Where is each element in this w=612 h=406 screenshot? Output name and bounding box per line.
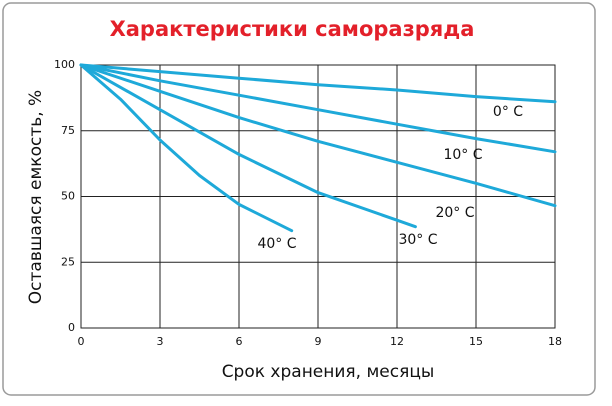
- x-tick-label: 6: [236, 335, 243, 348]
- series-label: 40° C: [257, 236, 296, 252]
- series-label: 10° C: [443, 147, 482, 163]
- x-tick-label: 0: [78, 335, 85, 348]
- y-tick-label: 0: [68, 321, 75, 334]
- chart-title: Характеристики саморазряда: [110, 17, 475, 41]
- y-tick-label: 100: [54, 58, 75, 71]
- y-tick-label: 25: [61, 255, 75, 268]
- line: [79, 63, 557, 208]
- line: [79, 63, 417, 229]
- x-axis-label: Срок хранения, месяцы: [222, 362, 435, 382]
- x-tick-label: 9: [315, 335, 322, 348]
- series-label: 20° C: [435, 205, 474, 221]
- series-label: 0° C: [493, 104, 523, 120]
- x-tick-label: 18: [548, 335, 562, 348]
- y-tick-label: 75: [61, 124, 75, 137]
- plot-border: [80, 64, 556, 329]
- series-label: 30° C: [398, 232, 437, 248]
- x-tick-label: 3: [157, 335, 164, 348]
- y-tick-label: 50: [61, 190, 75, 203]
- frame: [2, 2, 596, 396]
- line: [79, 63, 294, 233]
- x-tick-label: 12: [390, 335, 404, 348]
- x-tick-label: 15: [469, 335, 483, 348]
- line: [79, 63, 557, 154]
- line: [79, 63, 557, 104]
- y-axis-label: Оставшаяся емкость, %: [26, 90, 46, 304]
